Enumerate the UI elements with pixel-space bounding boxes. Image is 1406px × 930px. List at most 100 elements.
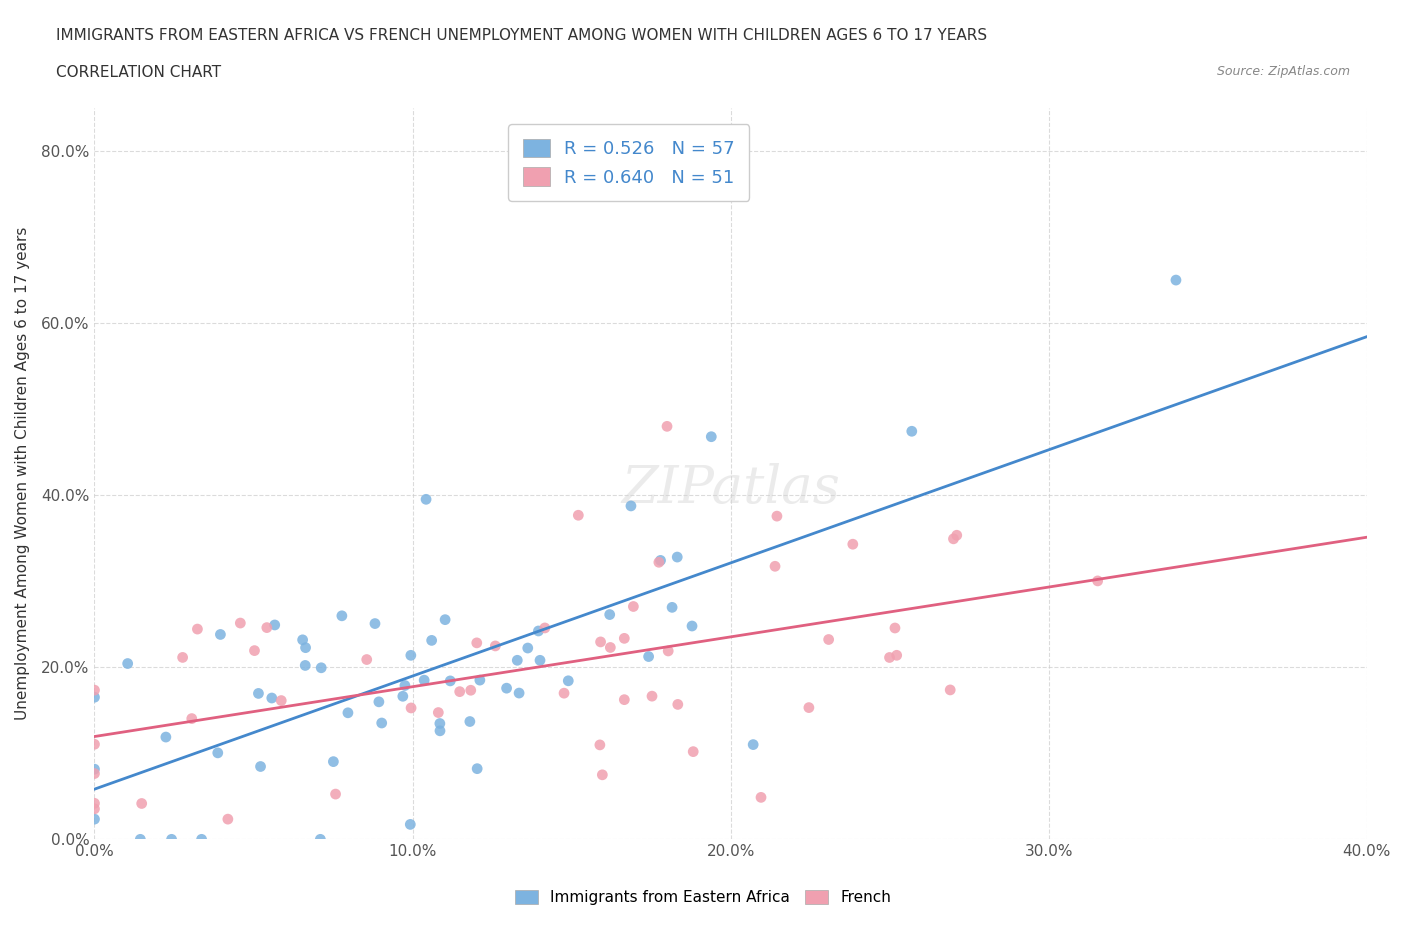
Point [1164, 272, 1187, 287]
Point [797, 700, 820, 715]
Point [83, 796, 105, 811]
Point [657, 644, 679, 658]
Point [370, 715, 392, 730]
Point [309, 660, 332, 675]
Point [700, 430, 723, 445]
Point [460, 683, 482, 698]
Text: IMMIGRANTS FROM EASTERN AFRICA VS FRENCH UNEMPLOYMENT AMONG WOMEN WITH CHILDREN : IMMIGRANTS FROM EASTERN AFRICA VS FRENCH… [56, 28, 987, 43]
Point [155, 730, 177, 745]
Point [356, 652, 378, 667]
Point [325, 787, 347, 802]
Point [294, 658, 316, 673]
Point [495, 681, 517, 696]
Point [413, 672, 436, 687]
Point [399, 817, 422, 831]
Point [655, 418, 678, 433]
Point [291, 632, 314, 647]
Point [83, 683, 105, 698]
Point [749, 790, 772, 804]
Point [567, 508, 589, 523]
Point [620, 498, 643, 513]
Point [129, 832, 152, 847]
Point [249, 759, 271, 774]
Point [817, 632, 839, 647]
Point [256, 620, 278, 635]
Point [449, 684, 471, 699]
Point [434, 612, 457, 627]
Point [83, 802, 105, 817]
Point [650, 553, 672, 568]
Point [131, 796, 153, 811]
Point [641, 689, 664, 704]
Point [399, 700, 422, 715]
Point [209, 627, 232, 642]
Point [508, 685, 530, 700]
Point [682, 744, 704, 759]
Point [599, 640, 621, 655]
Point [506, 653, 529, 668]
Y-axis label: Unemployment Among Women with Children Ages 6 to 17 years: Unemployment Among Women with Children A… [15, 227, 30, 721]
Point [270, 693, 292, 708]
Point [465, 762, 488, 777]
Point [1087, 574, 1109, 589]
Point [429, 724, 451, 738]
Point [884, 620, 907, 635]
Point [415, 492, 437, 507]
Point [766, 509, 789, 524]
Point [589, 737, 612, 752]
Point [484, 639, 506, 654]
Point [190, 832, 212, 847]
Point [186, 621, 208, 636]
Point [637, 649, 659, 664]
Point [589, 634, 612, 649]
Point [613, 631, 636, 645]
Point [260, 691, 283, 706]
Point [516, 641, 538, 656]
Point [263, 618, 285, 632]
Point [534, 620, 557, 635]
Point [322, 754, 344, 769]
Point [429, 716, 451, 731]
Point [879, 650, 901, 665]
Point [465, 635, 488, 650]
Point [180, 711, 202, 726]
Point [83, 812, 105, 827]
Point [399, 648, 422, 663]
Point [763, 559, 786, 574]
Text: ZIPatlas: ZIPatlas [621, 463, 839, 513]
Point [666, 550, 689, 565]
Legend: R = 0.526   N = 57, R = 0.640   N = 51: R = 0.526 N = 57, R = 0.640 N = 51 [509, 125, 749, 201]
Point [420, 633, 443, 648]
Point [83, 766, 105, 781]
Point [83, 762, 105, 777]
Point [942, 531, 965, 546]
Point [661, 600, 683, 615]
Point [294, 640, 316, 655]
Point [939, 683, 962, 698]
Point [599, 607, 621, 622]
Point [392, 689, 415, 704]
Point [217, 812, 239, 827]
Point [367, 695, 389, 710]
Point [309, 832, 332, 847]
Point [900, 424, 922, 439]
Point [557, 673, 579, 688]
Point [364, 617, 387, 631]
Point [330, 608, 353, 623]
Text: Source: ZipAtlas.com: Source: ZipAtlas.com [1216, 65, 1350, 78]
Point [394, 678, 416, 693]
Point [439, 673, 461, 688]
Point [172, 650, 194, 665]
Point [83, 737, 105, 751]
Point [336, 705, 359, 720]
Point [83, 690, 105, 705]
Point [229, 616, 252, 631]
Point [681, 618, 703, 633]
Point [117, 656, 139, 671]
Point [613, 692, 636, 707]
Point [842, 537, 865, 551]
Legend: Immigrants from Eastern Africa, French: Immigrants from Eastern Africa, French [508, 883, 898, 913]
Point [886, 648, 908, 663]
Point [621, 599, 644, 614]
Point [468, 672, 491, 687]
